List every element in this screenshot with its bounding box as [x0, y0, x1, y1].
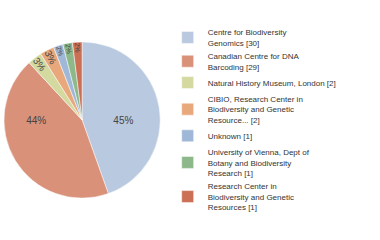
svg-text:2%: 2%	[55, 45, 65, 57]
svg-text:University of Vienna, Dept ofB: University of Vienna, Dept ofBotany and …	[208, 148, 310, 178]
svg-text:Centre for BiodiversityGenomic: Centre for BiodiversityGenomics [30]	[208, 28, 287, 47]
svg-text:Research Center inBiodiversity: Research Center inBiodiversity and Genet…	[208, 182, 294, 212]
svg-text:2%: 2%	[64, 43, 73, 54]
svg-text:Canadian Centre for DNABarcodi: Canadian Centre for DNABarcoding [29]	[208, 52, 300, 71]
svg-text:3%: 3%	[42, 48, 59, 67]
svg-text:CIBIO, Research Center inBiodi: CIBIO, Research Center inBiodiversity an…	[208, 95, 303, 125]
svg-text:Natural History Museum, London: Natural History Museum, London [2]	[208, 79, 336, 88]
svg-text:44%: 44%	[26, 115, 46, 126]
svg-text:45%: 45%	[113, 115, 133, 126]
svg-text:Unknown [1]: Unknown [1]	[208, 132, 252, 141]
svg-text:3%: 3%	[30, 55, 49, 74]
svg-text:2%: 2%	[74, 42, 82, 53]
